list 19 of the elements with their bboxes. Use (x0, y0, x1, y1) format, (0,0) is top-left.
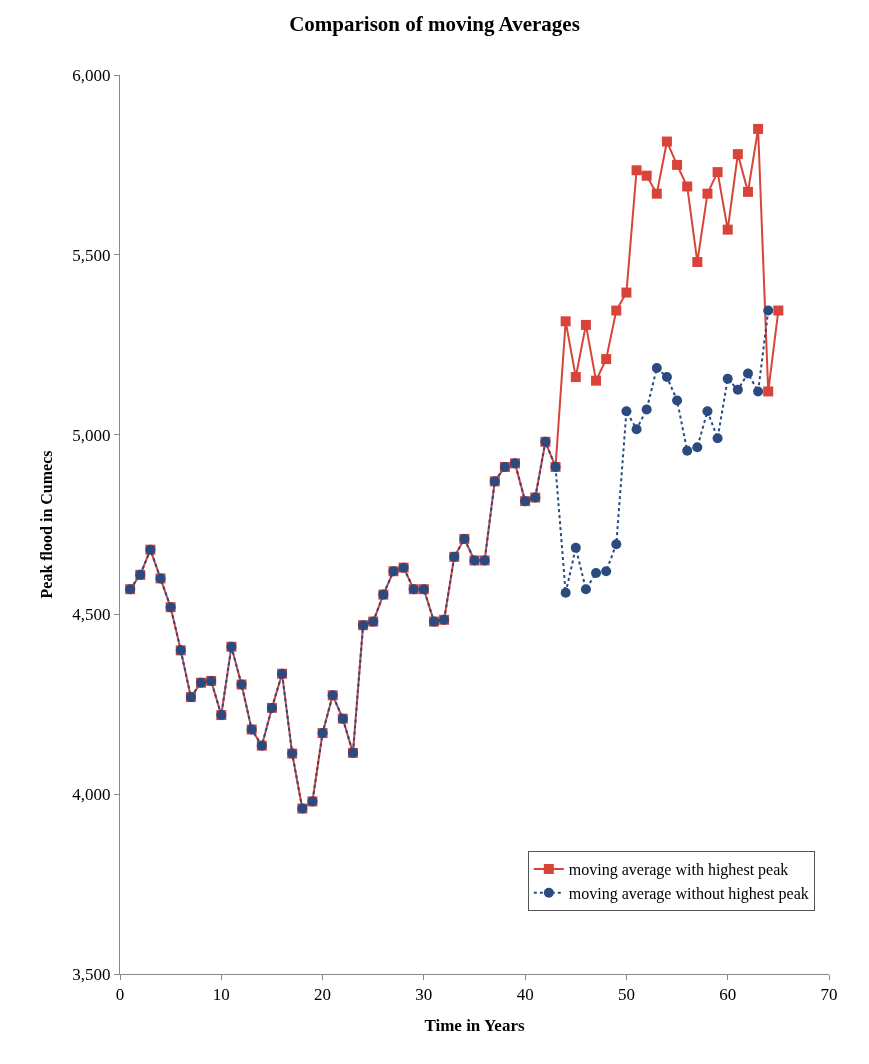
y-tick-label: 4,500 (72, 605, 111, 625)
x-tick-label: 0 (115, 985, 125, 1005)
x-tick-label: 40 (516, 985, 534, 1005)
y-tick-label: 5,500 (72, 245, 111, 265)
y-tick-label: 6,000 (72, 65, 111, 85)
legend-label: moving average without highest peak (568, 885, 809, 904)
y-tick-label: 4,000 (72, 785, 111, 805)
x-tick-label: 50 (617, 985, 635, 1005)
legend-label: moving average with highest peak (568, 861, 789, 880)
x-tick-label: 70 (820, 985, 838, 1005)
x-tick-label: 30 (415, 985, 433, 1005)
y-axis-title: Peak flood in Cumecs (38, 450, 56, 599)
y-tick-label: 5,000 (72, 425, 111, 445)
x-tick-label: 60 (719, 985, 737, 1005)
x-axis-title: Time in Years (424, 1015, 525, 1035)
x-tick-label: 10 (212, 985, 230, 1005)
y-tick-label: 3,500 (72, 964, 111, 984)
x-tick-label: 20 (314, 985, 332, 1005)
chart-title: Comparison of moving Averages (289, 11, 580, 36)
